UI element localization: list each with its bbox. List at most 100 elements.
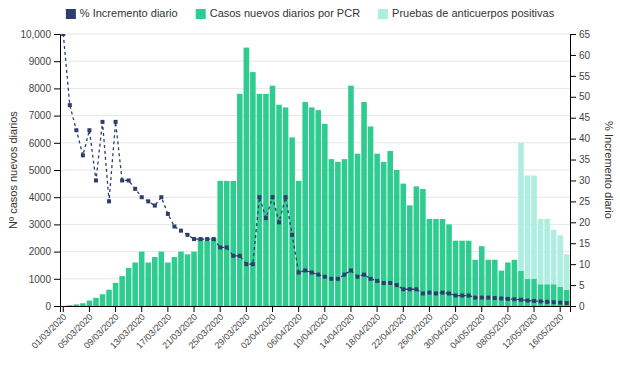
- marker: [238, 254, 242, 258]
- tick-label: 0: [579, 301, 585, 312]
- bar: [302, 102, 308, 306]
- legend-label: % Incremento diario: [80, 7, 178, 19]
- bar: [100, 294, 106, 306]
- marker: [231, 254, 235, 258]
- bar: [459, 241, 465, 306]
- bar: [472, 260, 478, 306]
- marker: [68, 103, 72, 107]
- marker: [356, 275, 360, 279]
- grid-line: [60, 197, 570, 198]
- bar: [309, 107, 315, 306]
- bar: [257, 93, 263, 94]
- bar: [374, 154, 380, 306]
- legend-item: Pruebas de anticuerpos positivas: [378, 7, 555, 19]
- bar: [479, 246, 485, 306]
- tick-mark: [298, 306, 299, 312]
- bar: [564, 290, 570, 306]
- tick-label: 35: [579, 154, 591, 165]
- tick-mark: [220, 306, 221, 312]
- bar: [237, 94, 243, 306]
- bar: [250, 72, 256, 306]
- marker: [519, 298, 523, 302]
- tick-mark: [115, 306, 116, 312]
- marker: [408, 287, 412, 291]
- tick: 55: [570, 71, 591, 82]
- marker: [552, 300, 556, 304]
- bar: [217, 181, 223, 306]
- axis-line: [54, 35, 61, 307]
- bar: [172, 257, 178, 306]
- bar-series: [67, 48, 569, 306]
- marker: [362, 273, 366, 277]
- marker: [454, 294, 458, 298]
- marker: [199, 237, 203, 241]
- marker: [506, 297, 510, 301]
- bar: [400, 183, 406, 184]
- bar: [244, 48, 250, 306]
- bar: [394, 170, 400, 306]
- bar: [178, 252, 184, 306]
- bar: [361, 102, 367, 103]
- tick: 20: [570, 217, 591, 228]
- tick-mark: [570, 201, 576, 202]
- bar: [224, 181, 230, 306]
- marker: [153, 204, 157, 208]
- tick-mark: [54, 143, 60, 144]
- bar: [407, 205, 413, 206]
- marker: [127, 178, 131, 182]
- bar: [145, 262, 151, 263]
- bar: [564, 254, 570, 289]
- line: [63, 34, 566, 303]
- grid-line: [60, 88, 570, 89]
- marker: [565, 301, 569, 305]
- tick: 35: [570, 154, 591, 165]
- bar: [139, 252, 145, 306]
- tick-label: 30: [579, 175, 591, 186]
- chart: 010002000300040005000600070008000900010,…: [0, 0, 620, 368]
- bar: [315, 110, 321, 111]
- marker: [427, 291, 431, 295]
- marker: [460, 294, 464, 298]
- marker: [297, 271, 301, 275]
- marker: [558, 301, 562, 305]
- marker: [395, 283, 399, 287]
- tick: 0: [570, 301, 585, 312]
- marker: [205, 237, 209, 241]
- tick-mark: [507, 306, 508, 312]
- tick-label: 0: [45, 301, 51, 312]
- bar: [499, 271, 505, 306]
- tick-mark: [570, 76, 576, 77]
- legend-item: % Incremento diario: [66, 7, 178, 19]
- marker: [140, 195, 144, 199]
- bar: [538, 284, 544, 306]
- grid-line: [60, 142, 570, 143]
- bar: [263, 94, 269, 306]
- tick: 15: [570, 238, 591, 249]
- bar: [355, 154, 361, 306]
- marker: [499, 296, 503, 300]
- bar: [283, 107, 289, 108]
- tick-mark: [54, 88, 60, 89]
- bar: [335, 161, 341, 162]
- marker: [375, 279, 379, 283]
- bar: [525, 279, 531, 306]
- bar: [106, 289, 112, 290]
- bar: [132, 262, 138, 263]
- bar: [335, 162, 341, 306]
- tick: 10,000: [20, 29, 60, 40]
- tick: 16/05/2020: [527, 306, 566, 351]
- bar: [479, 246, 485, 247]
- tick-label: 25: [579, 196, 591, 207]
- bar: [387, 150, 393, 151]
- axis-line: [571, 35, 577, 307]
- tick-label: 7000: [29, 110, 52, 121]
- tick-mark: [570, 180, 576, 181]
- tick-mark: [324, 306, 325, 312]
- bar: [453, 240, 459, 241]
- line-series: [61, 34, 568, 305]
- marker: [290, 233, 294, 237]
- marker: [545, 300, 549, 304]
- bar-series: [518, 143, 569, 290]
- tick-mark: [194, 306, 195, 312]
- bar: [237, 93, 243, 94]
